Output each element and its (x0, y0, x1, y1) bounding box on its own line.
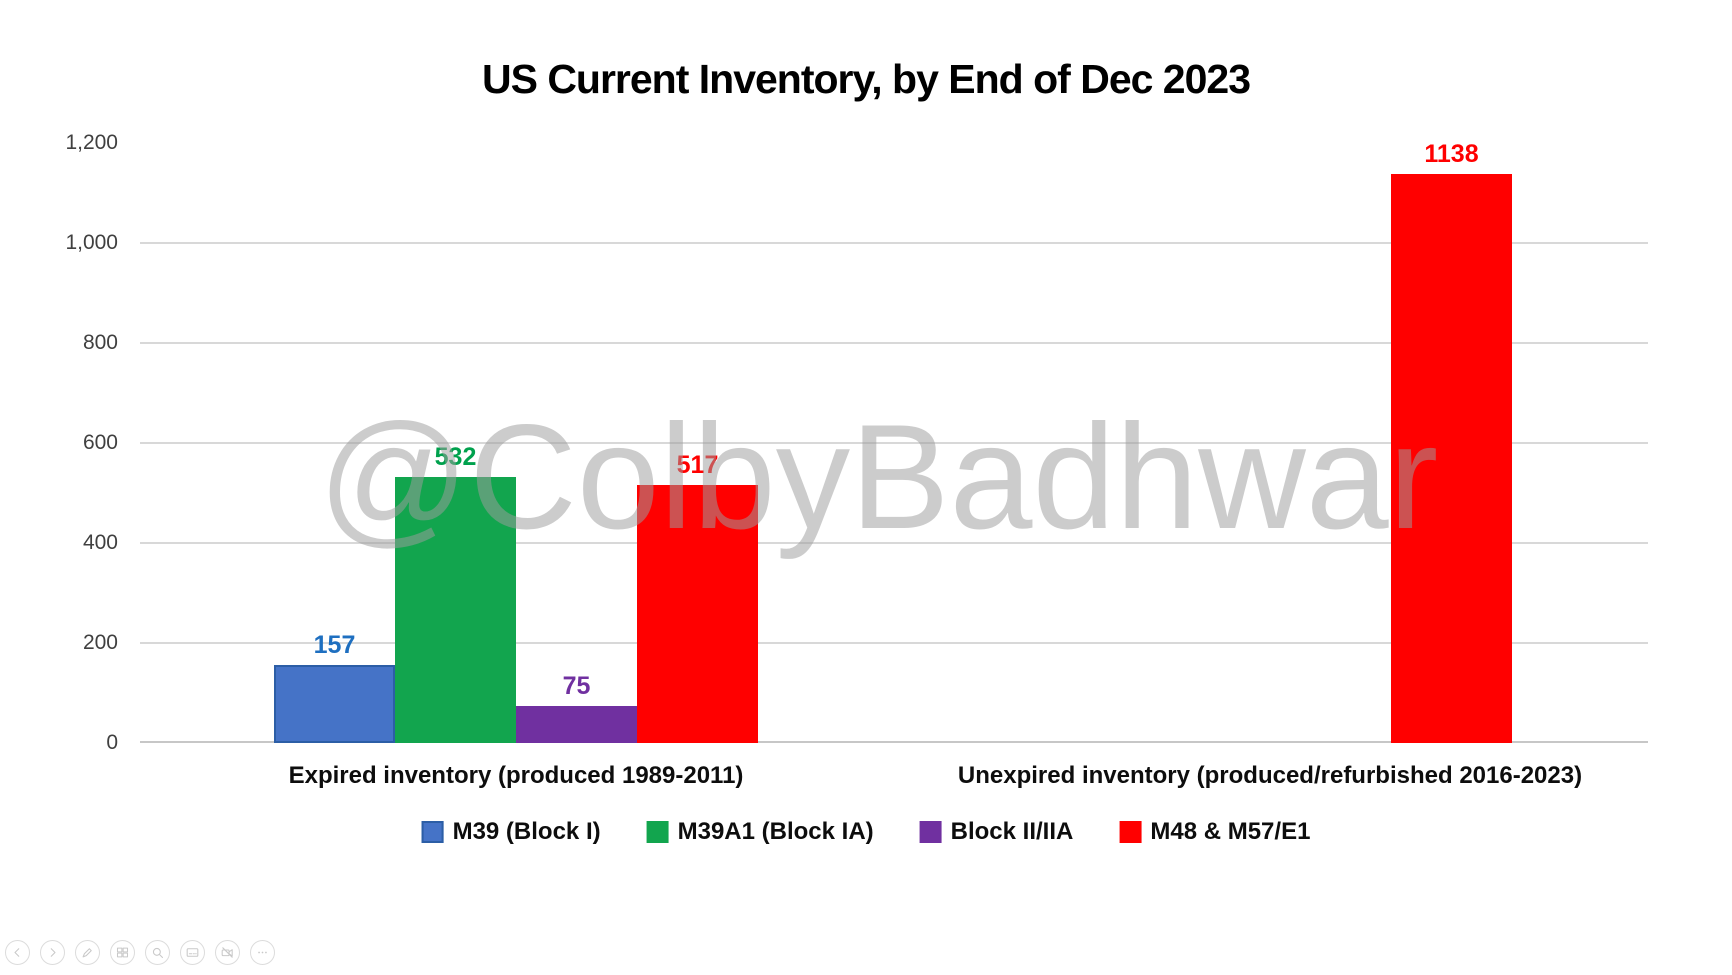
y-tick-label: 800 (82, 331, 118, 354)
y-tick-label: 1,000 (65, 231, 118, 254)
bar-m39-block-i (274, 664, 395, 743)
more-options-button[interactable] (250, 940, 275, 965)
captions-icon (186, 948, 199, 957)
bar-m48-m57-e1 (1391, 174, 1512, 743)
legend-item: M39 (Block I) (421, 818, 601, 846)
see-all-slides-button[interactable] (110, 940, 135, 965)
pen-tools-button[interactable] (75, 940, 100, 965)
gridline (140, 542, 1648, 544)
previous-slide-button[interactable] (5, 940, 30, 965)
gridline (140, 442, 1648, 444)
bar-m39a1-block-ia (395, 477, 516, 743)
y-tick-label: 1,200 (65, 131, 118, 154)
legend-swatch-icon (1119, 821, 1142, 843)
y-tick-label: 0 (106, 731, 118, 754)
legend-swatch-icon (919, 821, 942, 843)
legend-swatch-icon (646, 821, 669, 843)
captions-button[interactable] (180, 940, 205, 965)
legend-label: M48 & M57/E1 (1150, 818, 1311, 845)
plot-area: 157 532 75 517 1138 (140, 140, 1648, 743)
camera-off-icon (221, 947, 233, 958)
bar-m48-m57-e1 (637, 484, 758, 743)
legend-label: M39 (Block I) (452, 818, 601, 845)
legend-item: M39A1 (Block IA) (646, 818, 874, 846)
legend-item: M48 & M57/E1 (1119, 818, 1310, 846)
chevron-right-icon (50, 948, 56, 957)
category-label: Expired inventory (produced 1989-2011) (288, 762, 744, 789)
chart-title: US Current Inventory, by End of Dec 2023 (481, 56, 1251, 102)
data-label: 157 (313, 630, 356, 659)
next-slide-button[interactable] (40, 940, 65, 965)
camera-toggle-button[interactable] (215, 940, 240, 965)
gridline (140, 342, 1648, 344)
legend-swatch-icon (421, 821, 444, 843)
data-label: 517 (676, 450, 719, 479)
gridline (140, 242, 1648, 244)
legend: M39 (Block I) M39A1 (Block IA) Block II/II… (421, 818, 1310, 846)
pen-icon (82, 948, 92, 958)
legend-label: Block II/IIA (950, 818, 1074, 845)
data-label: 1138 (1424, 140, 1479, 168)
all-slides-icon (116, 947, 129, 958)
ellipsis-icon (258, 951, 267, 954)
category-label: Unexpired inventory (produced/refurbishe… (957, 762, 1583, 789)
presenter-toolbar (5, 940, 275, 965)
legend-label: M39A1 (Block IA) (677, 818, 874, 845)
zoom-button[interactable] (145, 940, 170, 965)
data-label: 532 (434, 443, 477, 471)
magnifier-icon (152, 947, 164, 959)
x-axis-line (140, 741, 1648, 743)
legend-item: Block II/IIA (919, 818, 1074, 846)
gridline (140, 642, 1648, 644)
data-label: 75 (562, 671, 591, 700)
bar-block-ii-iia (516, 705, 637, 743)
y-tick-label: 400 (82, 531, 118, 554)
y-tick-label: 200 (82, 631, 118, 654)
y-tick-label: 600 (82, 431, 118, 454)
chevron-left-icon (14, 948, 20, 957)
